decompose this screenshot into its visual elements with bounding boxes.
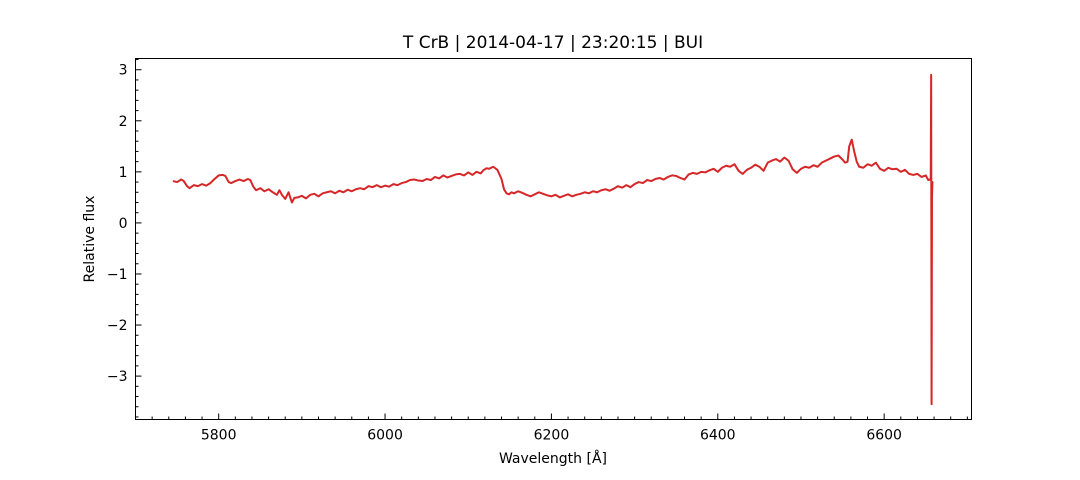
y-tick-label: −3 [107, 369, 128, 385]
y-tick-label: −1 [107, 267, 128, 283]
x-tick-label: 6000 [367, 428, 403, 444]
y-tick-label: −2 [107, 318, 128, 334]
x-tick-label: 6200 [534, 428, 570, 444]
x-tick-label: 6400 [700, 428, 736, 444]
x-tick-label: 5800 [201, 428, 237, 444]
axis-ticks: 5800 6000 6200 6400 6600 −3 −2 −1 0 1 2 3 [107, 59, 968, 444]
flux-series-line [172, 73, 934, 406]
x-tick-label: 6600 [866, 428, 902, 444]
y-tick-label: 0 [119, 216, 128, 232]
y-axis-label: Relative flux [82, 196, 98, 283]
y-tick-label: 2 [119, 114, 128, 130]
y-tick-label: 3 [119, 63, 128, 79]
plot-series [172, 73, 934, 406]
y-tick-label: 1 [119, 165, 128, 181]
chart-title: T CrB | 2014-04-17 | 23:20:15 | BUI [402, 33, 703, 53]
plot-frame [135, 58, 972, 420]
x-axis-label: Wavelength [Å] [499, 450, 607, 467]
